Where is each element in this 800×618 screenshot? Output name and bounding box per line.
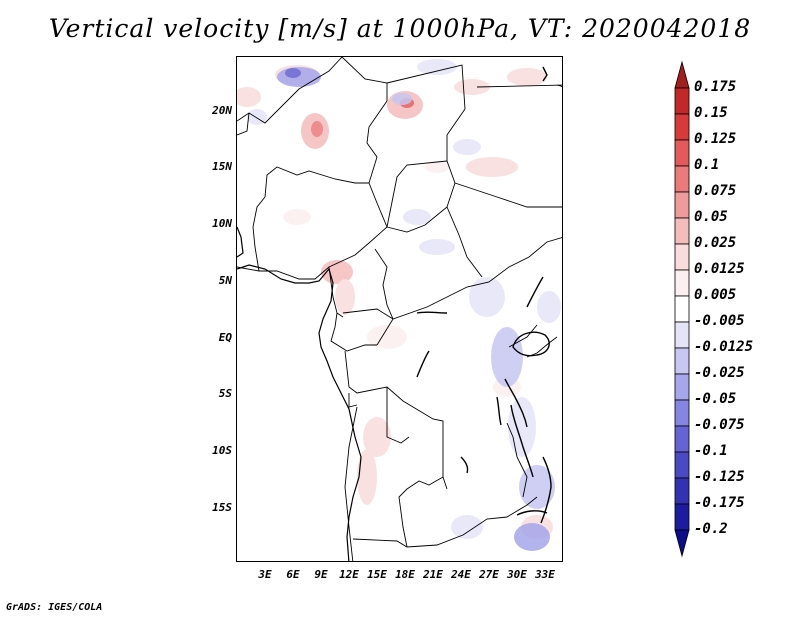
colorbar-segment [674,165,690,193]
lon-label: 6E [286,568,300,581]
lon-label: 15E [367,568,387,581]
map-title: Vertical velocity [m/s] at 1000hPa, VT: … [48,14,752,43]
lat-label: 15N [212,160,232,173]
colorbar-segment [674,191,690,219]
colorbar-label: -0.025 [694,365,745,381]
lon-label: 24E [451,568,471,581]
colorbar-segment [674,243,690,271]
colorbar-segment [674,139,690,167]
colorbar-label: -0.175 [694,495,745,511]
colorbar-label: 0.125 [694,131,737,147]
lat-label: 10S [212,444,232,457]
colorbar-label: 0.025 [694,235,737,251]
lon-label: 3E [258,568,272,581]
lat-label: 5N [218,274,232,287]
colorbar-label: 0.005 [694,287,737,303]
lon-label: 27E [479,568,499,581]
colorbar-segment [674,373,690,401]
colorbar-segment [674,321,690,349]
colorbar-label: -0.05 [694,391,737,407]
colorbar-label: -0.075 [694,417,745,433]
colorbar-segment [674,269,690,297]
map-panel [236,56,563,562]
colorbar-label: 0.1 [694,157,720,173]
lon-label: 9E [314,568,328,581]
lat-label: EQ [218,331,232,344]
colorbar-segment [674,477,690,505]
colorbar-label: -0.1 [694,443,728,459]
colorbar-segment [674,399,690,427]
colorbar-segment [674,217,690,245]
country-boundaries [237,57,562,561]
colorbar-label: -0.2 [694,521,728,537]
colorbar-segment [674,347,690,375]
coastline [237,226,362,561]
colorbar-label: 0.05 [694,209,728,225]
lakes [416,66,552,524]
colorbar-label: 0.175 [694,79,737,95]
colorbar-segment [674,425,690,453]
colorbar-label: 0.075 [694,183,737,199]
grads-credit: GrADS: IGES/COLA [6,602,103,613]
lon-label: 12E [339,568,359,581]
lon-label: 18E [395,568,415,581]
colorbar-label: -0.125 [694,469,745,485]
colorbar-segment [674,295,690,323]
colorbar-label: -0.005 [694,313,745,329]
lat-label: 10N [212,217,232,230]
map-plot [237,57,562,561]
lat-label: 20N [212,104,232,117]
lat-label: 5S [218,387,232,400]
colorbar-segment [674,503,690,531]
colorbar-segment [674,451,690,479]
colorbar-label: -0.0125 [694,339,754,355]
negative-velocity-shading [247,59,561,551]
colorbar-lower-triangle [674,529,690,558]
colorbar-label: 0.0125 [694,261,745,277]
colorbar-segment [674,87,690,115]
colorbar-upper-triangle [674,60,690,89]
colorbar-label: 0.15 [694,105,728,121]
lat-label: 15S [212,501,232,514]
lon-label: 21E [423,568,443,581]
lon-label: 30E [507,568,527,581]
lon-label: 33E [535,568,555,581]
colorbar-segment [674,113,690,141]
positive-velocity-shading [237,65,553,539]
